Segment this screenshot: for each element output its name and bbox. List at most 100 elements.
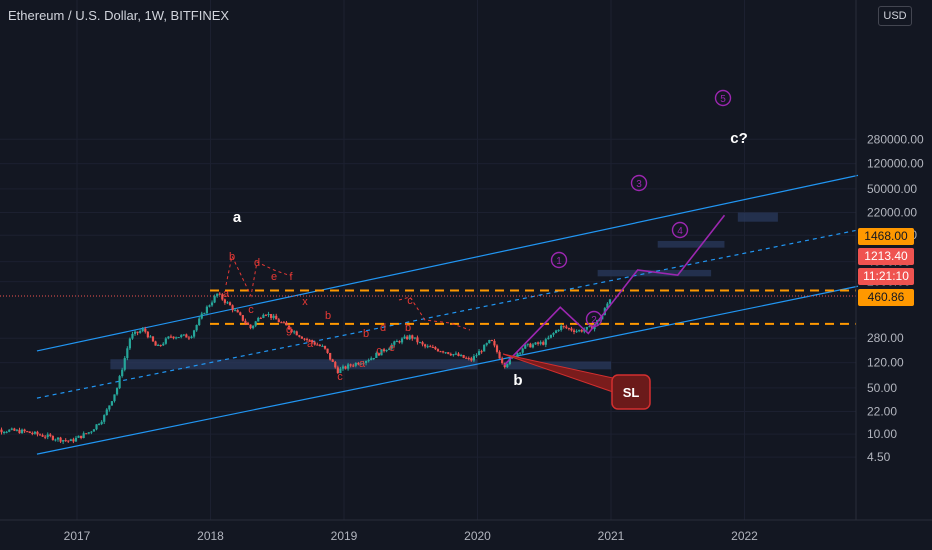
candle-body [411,335,414,339]
candle-body [316,344,319,346]
candle-body [221,294,224,300]
candle-body [526,343,529,345]
candle-body [8,429,11,432]
candle-body [200,313,203,319]
candle-body [36,431,39,435]
candle-body [267,313,270,316]
price-tick-label: 22.00 [867,404,897,418]
currency-button[interactable]: USD [878,6,912,26]
candle-body [519,352,522,354]
candle-body [364,360,368,364]
channel-line-upper[interactable] [36,174,859,352]
candle-body [259,317,262,319]
candle-body [216,293,219,297]
impulse-circle [550,251,568,269]
candle-body [429,346,432,348]
sub-wave-label: e [389,342,395,354]
candle-body [208,305,211,307]
impulse-wave-4: 4 [671,221,689,239]
sub-wave-label: b [363,328,369,340]
candle-body [126,348,129,359]
sub-wave-label: c [376,345,382,357]
candle-body [28,431,31,433]
candle-body [311,340,314,343]
candle-body [331,359,334,362]
candle-body [495,345,499,352]
candle-body [349,364,352,366]
price-tick-label: 22000.00 [867,206,917,220]
price-tick-label: 10.00 [867,427,897,441]
candle-body [226,302,229,304]
candle-body [85,433,88,435]
price-tick-label: 120.00 [867,356,904,370]
projection-layer[interactable] [503,214,726,366]
impulse-circle [671,221,689,239]
candle-body [82,433,85,439]
candle-body [549,334,553,338]
impulse-number: 5 [720,94,726,105]
candle-body [92,429,96,432]
candle-body [362,363,365,365]
sub-wave-label: c [337,371,343,383]
channel-line-lower[interactable] [36,285,859,455]
candle-body [95,424,98,430]
horizontal-levels[interactable] [0,289,856,325]
impulse-number: 2 [591,315,597,326]
candle-body [367,360,370,362]
candle-body [544,339,547,345]
channel-lines[interactable] [36,174,859,455]
candle-body [560,325,563,330]
time-axis[interactable]: 2017 2018 2019 2020 2021 2022 [64,529,759,543]
candle-body [531,344,535,348]
stop-loss-box [611,374,651,410]
candle-body [321,345,324,347]
candle-body [303,338,306,340]
candle-body [203,313,206,315]
candle-body [529,343,532,348]
candle-body [31,432,34,434]
candle-body [341,366,345,369]
candle-body [565,326,568,329]
candle-body [467,358,470,360]
candle-body [26,431,29,433]
price-zone[interactable] [737,212,778,222]
candle-body [398,341,401,343]
channel-line-middle[interactable] [36,229,859,399]
price-tick-label: 50000.00 [867,182,917,196]
candle-body [552,332,555,335]
sub-wave-label: g [286,324,292,336]
candle-body [449,353,452,356]
candle-body [318,344,321,346]
sub-wave-label: f [289,271,293,283]
elliott-projection-path[interactable] [503,214,726,366]
candle-body [326,348,329,353]
candle-body [554,330,558,333]
candle-body [470,358,473,361]
candle-body [18,429,21,434]
wave-c-label: c? [730,130,748,147]
candle-body [169,336,173,338]
candle-body [298,335,301,337]
candle-body [80,435,83,439]
sub-wave-label: c [248,304,254,316]
candle-body [305,338,309,340]
candle-body [395,341,398,343]
candle-body [439,351,442,353]
impulse-number: 3 [636,179,642,190]
price-zone[interactable] [110,359,478,370]
price-zone[interactable] [504,361,611,370]
candle-body [67,440,70,442]
candle-body [62,440,65,442]
candle-body [488,340,491,344]
candle-body [90,431,93,433]
candle-body [262,314,265,318]
wave-b-label: b [513,372,522,389]
price-zone[interactable] [657,240,725,248]
price-zone[interactable] [597,269,712,277]
candle-body [447,352,450,354]
candle-body [231,305,234,311]
candle-body [380,349,383,356]
stop-loss-callout[interactable]: SL [502,353,651,410]
